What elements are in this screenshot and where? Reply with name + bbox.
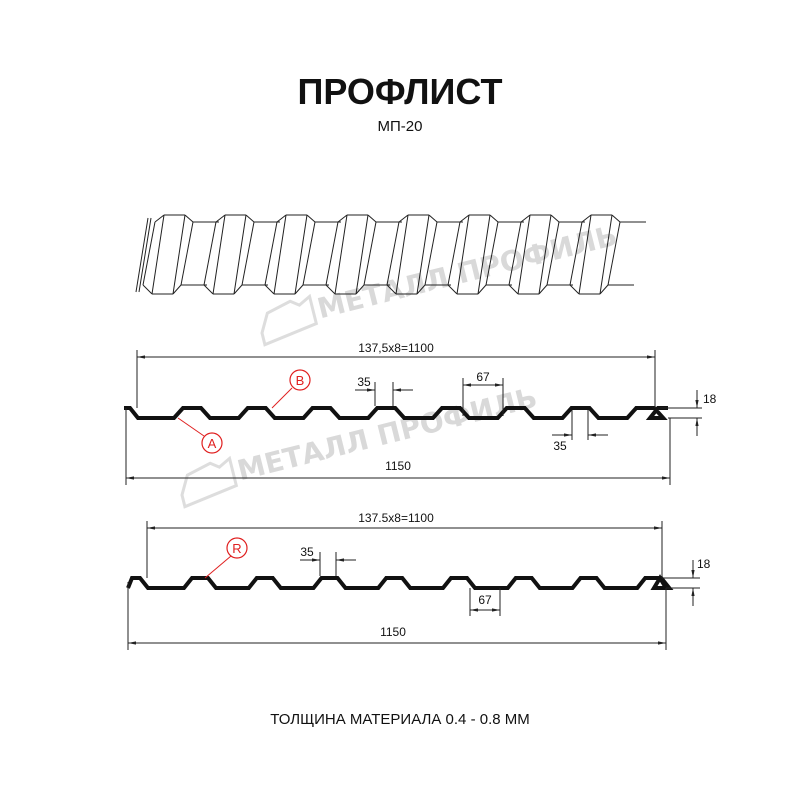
watermark-text: МЕТАЛЛ ПРОФИЛЬ (314, 219, 620, 325)
page-subtitle: МП-20 (378, 118, 423, 135)
profile-b-section (126, 574, 674, 590)
sheet-edge (416, 284, 426, 295)
sheet-edge (367, 214, 377, 223)
sheet-edge (172, 284, 182, 295)
sheet-edge (477, 214, 491, 295)
sheet-edge (355, 214, 369, 295)
sheet-edge (184, 214, 194, 223)
sheet-edge (569, 221, 583, 286)
sheet-edge (306, 214, 316, 223)
sheet-edge (233, 284, 243, 295)
sheet-edge (578, 214, 592, 295)
profile-a: 137,5x8=1100 1150 18 35 67 35 B A (124, 341, 717, 485)
sheet-edge (386, 284, 397, 295)
sheet-edge (294, 284, 304, 295)
sheet-edge (172, 214, 186, 295)
sheet-edge (550, 214, 560, 223)
sheet-edge (151, 214, 165, 295)
sheet-edge (611, 214, 621, 223)
sheet-edge (508, 221, 522, 286)
sheet-edge (386, 221, 400, 286)
page-title: ПРОФЛИСТ (298, 71, 503, 112)
sheet-edge (447, 221, 461, 286)
ridge-width-label: 67 (476, 370, 490, 384)
sheet-edge (607, 221, 621, 286)
sheet-edge (477, 284, 487, 295)
callout-r (226, 537, 248, 559)
sheet-edge (546, 221, 560, 286)
sheet-edge (142, 221, 156, 286)
sheet-edge (581, 214, 592, 223)
sheet-edge (245, 214, 255, 223)
profile-a-section (124, 406, 668, 420)
top-width-label: 35 (357, 375, 371, 389)
sheet-edge (517, 214, 531, 295)
callout-b-label: B (296, 373, 305, 388)
callout-a-label: A (208, 436, 217, 451)
height-label: 18 (697, 557, 711, 571)
sheet-edge (363, 221, 377, 286)
logo-icon (260, 293, 319, 347)
sheet-edge (233, 214, 247, 295)
sheet-edge (273, 214, 287, 295)
sheet-edge (538, 284, 548, 295)
sheet-edge (398, 214, 409, 223)
sheet-edge (456, 214, 470, 295)
watermark-1: МЕТАЛЛ ПРОФИЛЬ (260, 219, 620, 347)
width-label: 1150 (385, 459, 411, 473)
sheet-edge (355, 284, 365, 295)
sheet-edge (599, 284, 609, 295)
sheet-edge (416, 214, 430, 295)
sheet-edge (424, 221, 438, 286)
profile-b: 137.5x8=1100 1150 18 35 67 R (126, 511, 711, 650)
width-label: 1150 (380, 625, 406, 639)
sheet-edge (489, 214, 499, 223)
bottom-width-label: 35 (553, 439, 567, 453)
sheet-edge (212, 214, 226, 295)
sheet-edge (203, 284, 214, 295)
sheet-edge (459, 214, 470, 223)
sheet-edge (599, 214, 613, 295)
sheet-edge (508, 284, 519, 295)
sheet-edge (337, 214, 348, 223)
sheet-edge (395, 214, 409, 295)
sheet-edge (485, 221, 499, 286)
pitch-label: 137.5x8=1100 (358, 511, 434, 525)
sheet-edge (334, 214, 348, 295)
sheet-edge (180, 221, 194, 286)
sheet-edge (302, 221, 316, 286)
sheet-edge (538, 214, 552, 295)
watermark-2: МЕТАЛЛ ПРОФИЛЬ (180, 381, 540, 509)
callout-r-label: R (232, 541, 241, 556)
sheet-3d-view (135, 214, 646, 295)
sheet-edge (142, 284, 153, 295)
sheet-edge (276, 214, 287, 223)
pitch-label: 137,5x8=1100 (358, 341, 434, 355)
bottom-width-label: 67 (478, 593, 492, 607)
material-thickness-note: ТОЛЩИНА МАТЕРИАЛА 0.4 - 0.8 ММ (270, 711, 530, 728)
sheet-edge (154, 214, 165, 223)
callout-a (201, 432, 223, 454)
sheet-edge (138, 217, 152, 293)
sheet-edge (215, 214, 226, 223)
sheet-edge (241, 221, 255, 286)
top-width-label: 35 (300, 545, 314, 559)
sheet-edge (447, 284, 458, 295)
logo-icon (180, 455, 239, 509)
sheet-edge (428, 214, 438, 223)
sheet-edge (264, 221, 278, 286)
sheet-edge (520, 214, 531, 223)
callout-b (289, 369, 311, 391)
sheet-edge (325, 284, 336, 295)
sheet-edge (294, 214, 308, 295)
sheet-edge (325, 221, 339, 286)
sheet-edge (264, 284, 275, 295)
sheet-edge (203, 221, 217, 286)
sheet-edge (569, 284, 580, 295)
sheet-edge (135, 217, 149, 293)
height-label: 18 (703, 392, 717, 406)
